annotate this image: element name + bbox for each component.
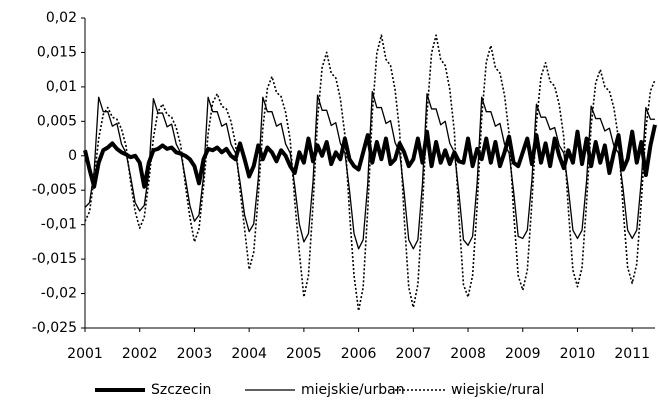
x-tick-label: 2006 xyxy=(341,346,377,362)
y-tick-label: 0,005 xyxy=(37,113,77,129)
x-tick-label: 2008 xyxy=(450,346,486,362)
series-line xyxy=(84,34,656,312)
x-tick-label: 2005 xyxy=(286,346,322,362)
x-tick-label: 2010 xyxy=(560,346,596,362)
x-tick-label: 2003 xyxy=(177,346,213,362)
legend-label: Szczecin xyxy=(151,382,211,398)
y-tick-label: 0,02 xyxy=(46,10,77,26)
x-tick-label: 2002 xyxy=(122,346,158,362)
y-tick-label: 0,015 xyxy=(37,44,77,60)
y-tick-label: 0,01 xyxy=(46,79,77,95)
y-tick-label: -0,02 xyxy=(41,286,77,302)
y-tick-label: -0,025 xyxy=(32,320,77,336)
x-tick-label: 2004 xyxy=(231,346,267,362)
x-tick-label: 2007 xyxy=(395,346,431,362)
y-tick-label: -0,015 xyxy=(32,251,77,267)
legend-label: wiejskie/rural xyxy=(451,382,544,398)
legend-label: miejskie/urban xyxy=(301,382,405,398)
y-tick-label: -0,005 xyxy=(32,182,77,198)
y-tick-label: -0,01 xyxy=(41,217,77,233)
x-tick-label: 2009 xyxy=(505,346,541,362)
x-tick-label: 2011 xyxy=(614,346,650,362)
series-line xyxy=(83,124,657,189)
y-tick-label: 0 xyxy=(68,148,77,164)
x-tick-label: 2001 xyxy=(67,346,103,362)
